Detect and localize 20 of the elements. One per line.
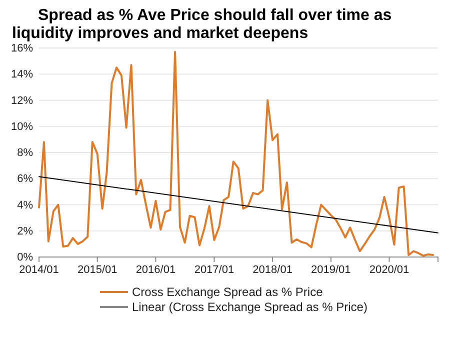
x-tick-label: 2019/01 [311, 264, 351, 276]
y-tick-label: 10% [10, 120, 34, 133]
x-tick-label: 2014/01 [19, 264, 59, 276]
y-tick-label: 2% [17, 225, 34, 238]
y-tick-label: 8% [17, 147, 34, 160]
x-tick-label: 2016/01 [136, 264, 176, 276]
x-tick-label: 2015/01 [77, 264, 118, 276]
y-tick-label: 4% [17, 199, 34, 212]
x-tick-label: 2020/01 [369, 264, 410, 276]
chart-title: Spread as % Ave Price should fall over time as liquidity improves and market deepens [12, 7, 392, 42]
x-tick-label: 2017/01 [194, 264, 234, 276]
line-series [38, 50, 434, 257]
legend-label: Cross Exchange Spread as % Price [132, 285, 324, 299]
legend-label: Linear (Cross Exchange Spread as % Price) [132, 300, 368, 314]
x-tick-label: 2018/01 [252, 264, 292, 276]
y-tick-label: 0% [17, 252, 34, 264]
y-tick-label: 12% [10, 94, 34, 107]
y-tick-label: 16% [10, 42, 34, 55]
y-tick-label: 6% [17, 173, 34, 186]
y-tick-label: 14% [10, 68, 34, 81]
